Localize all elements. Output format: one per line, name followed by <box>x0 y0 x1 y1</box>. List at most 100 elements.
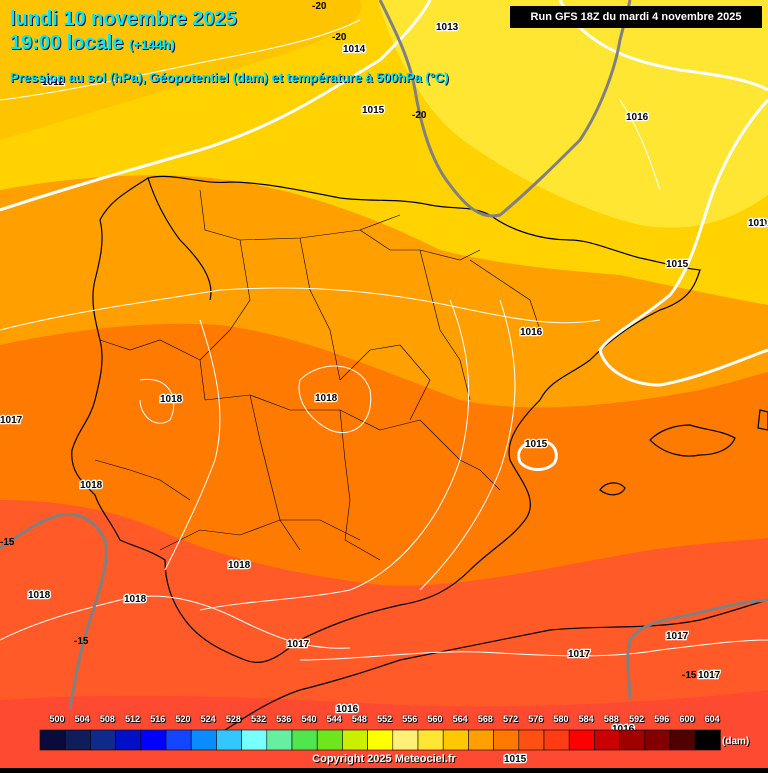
legend-swatch <box>241 729 268 751</box>
pressure-label: 1012 <box>42 77 65 88</box>
pressure-label: 1016 <box>336 704 359 715</box>
pressure-label: 1015 <box>525 439 548 450</box>
legend-value: 504 <box>74 714 90 724</box>
legend-value: 552 <box>377 714 393 724</box>
legend-swatch <box>266 729 293 751</box>
legend-swatch <box>417 729 444 751</box>
temperature-label: -20 <box>312 1 327 12</box>
pressure-label: 1018 <box>160 394 183 405</box>
legend-swatch <box>342 729 368 751</box>
isobars <box>0 0 768 661</box>
color-legend <box>0 708 768 768</box>
legend-swatch <box>568 729 595 751</box>
pressure-label: 1018 <box>228 560 251 571</box>
legend-value: 592 <box>629 714 645 724</box>
pressure-label: 1016 <box>520 327 543 338</box>
pressure-label: 1017 <box>287 639 310 650</box>
legend-swatch <box>64 729 91 751</box>
band-564 <box>0 0 362 140</box>
temperature-label: -20 <box>332 32 347 43</box>
map-subtitle: Pression au sol (hPa), Géopotentiel (dam… <box>10 70 449 85</box>
forecast-time-local: 19:00 locale <box>10 32 124 54</box>
pressure-label: 1017 <box>666 631 689 642</box>
temperature-label: -15 <box>74 636 89 647</box>
legend-value: 516 <box>150 714 166 724</box>
legend-value: 536 <box>276 714 292 724</box>
legend-swatch <box>115 729 142 751</box>
legend-value: 520 <box>175 714 191 724</box>
pressure-label: 1016 <box>626 112 649 123</box>
temperature-label: -15 <box>0 537 15 548</box>
legend-value: 576 <box>528 714 544 724</box>
legend-swatch <box>392 729 419 751</box>
temperature-label-group: -20 -20 -20 -15 -15 -15 <box>0 1 697 681</box>
legend-value: 512 <box>125 714 141 724</box>
legend-swatch <box>594 729 620 751</box>
temperature-label: -20 <box>412 110 427 121</box>
forecast-time-offset: (+144h) <box>128 37 175 52</box>
legend-value: 564 <box>452 714 468 724</box>
legend-value: 572 <box>503 714 519 724</box>
legend-value: 544 <box>326 714 342 724</box>
pressure-label: 1014 <box>343 44 366 55</box>
pressure-label: 1017 <box>698 670 721 681</box>
legend-swatch <box>316 729 343 751</box>
legend-swatch <box>644 729 671 751</box>
legend-swatch <box>367 729 394 751</box>
legend-value: 556 <box>402 714 418 724</box>
legend-value: 532 <box>251 714 267 724</box>
temperature-label: -15 <box>682 670 697 681</box>
pressure-label: 1018 <box>124 594 147 605</box>
run-info: Run GFS 18Z du mardi 4 novembre 2025 <box>510 6 762 28</box>
legend-swatch <box>165 729 192 751</box>
borders <box>94 189 541 561</box>
legend-value: 584 <box>578 714 594 724</box>
legend-value: 548 <box>351 714 367 724</box>
legend-swatch <box>518 729 545 751</box>
legend-value: 568 <box>477 714 493 724</box>
legend-swatch <box>543 729 570 751</box>
legend-value: 560 <box>427 714 443 724</box>
forecast-time: 19:00 locale (+144h) <box>10 32 175 55</box>
legend-value: 528 <box>225 714 241 724</box>
legend-value: 604 <box>704 714 720 724</box>
legend-swatch <box>468 729 494 751</box>
copyright: Copyright 2025 Meteociel.fr <box>312 753 456 765</box>
legend-unit: (dam) <box>722 736 750 747</box>
legend-value: 588 <box>603 714 619 724</box>
legend-swatch <box>190 729 217 751</box>
isotherms <box>0 0 768 711</box>
legend-swatch <box>493 729 520 751</box>
legend-value: 540 <box>301 714 317 724</box>
legend-swatch <box>39 729 66 751</box>
pressure-label: 1015 <box>504 754 527 765</box>
forecast-date: lundi 10 novembre 2025 <box>10 8 237 30</box>
legend-value: 600 <box>679 714 695 724</box>
legend-swatches <box>39 729 721 751</box>
legend-value: 596 <box>654 714 670 724</box>
legend-swatch <box>619 729 646 751</box>
pressure-label-group: 1013 1014 1015 1016 1016 1015 1016 1015 … <box>0 21 768 767</box>
legend-swatch <box>90 729 116 751</box>
legend-swatch <box>442 729 469 751</box>
legend-value: 524 <box>200 714 216 724</box>
pressure-label: 1016 <box>756 218 768 229</box>
pressure-label: 1015 <box>666 259 689 270</box>
legend-swatch <box>669 729 696 751</box>
legend-swatch <box>216 729 242 751</box>
pressure-label: 1013 <box>436 22 459 33</box>
pressure-label: 1017 <box>568 649 591 660</box>
pressure-label: 1015 <box>362 105 385 116</box>
legend-swatch <box>291 729 318 751</box>
legend-value: 580 <box>553 714 569 724</box>
pressure-label: 1017 <box>0 415 23 426</box>
pressure-label: 1018 <box>28 590 51 601</box>
pressure-label: 101 <box>748 218 765 229</box>
legend-value: 500 <box>49 714 65 724</box>
legend-value: 508 <box>99 714 115 724</box>
pressure-label: 1018 <box>80 480 103 491</box>
legend-swatch <box>694 729 721 751</box>
legend-swatch <box>140 729 167 751</box>
pressure-label: 1018 <box>315 393 338 404</box>
